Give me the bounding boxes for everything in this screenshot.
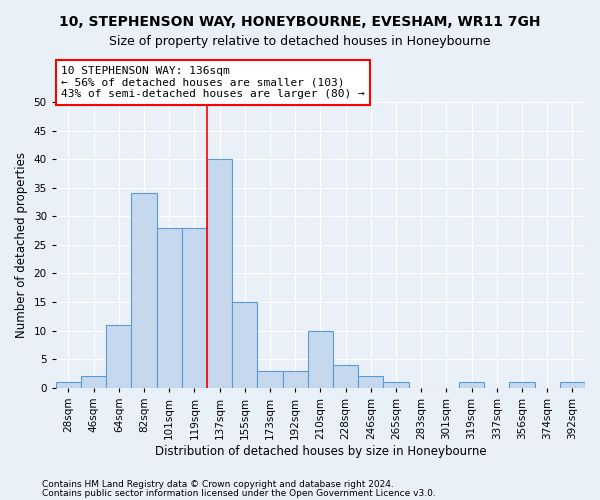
Bar [106,325,131,388]
Bar [308,330,333,388]
Bar [257,370,283,388]
Bar [131,194,157,388]
Bar [81,376,106,388]
Text: 10 STEPHENSON WAY: 136sqm
← 56% of detached houses are smaller (103)
43% of semi: 10 STEPHENSON WAY: 136sqm ← 56% of detac… [61,66,365,99]
X-axis label: Distribution of detached houses by size in Honeybourne: Distribution of detached houses by size … [155,444,486,458]
Bar [509,382,535,388]
Bar [56,382,81,388]
Bar [383,382,409,388]
Bar [207,159,232,388]
Text: 10, STEPHENSON WAY, HONEYBOURNE, EVESHAM, WR11 7GH: 10, STEPHENSON WAY, HONEYBOURNE, EVESHAM… [59,15,541,29]
Bar [358,376,383,388]
Bar [182,228,207,388]
Text: Size of property relative to detached houses in Honeybourne: Size of property relative to detached ho… [109,35,491,48]
Bar [333,365,358,388]
Bar [560,382,585,388]
Text: Contains public sector information licensed under the Open Government Licence v3: Contains public sector information licen… [42,489,436,498]
Bar [232,302,257,388]
Text: Contains HM Land Registry data © Crown copyright and database right 2024.: Contains HM Land Registry data © Crown c… [42,480,394,489]
Bar [157,228,182,388]
Bar [459,382,484,388]
Y-axis label: Number of detached properties: Number of detached properties [15,152,28,338]
Bar [283,370,308,388]
